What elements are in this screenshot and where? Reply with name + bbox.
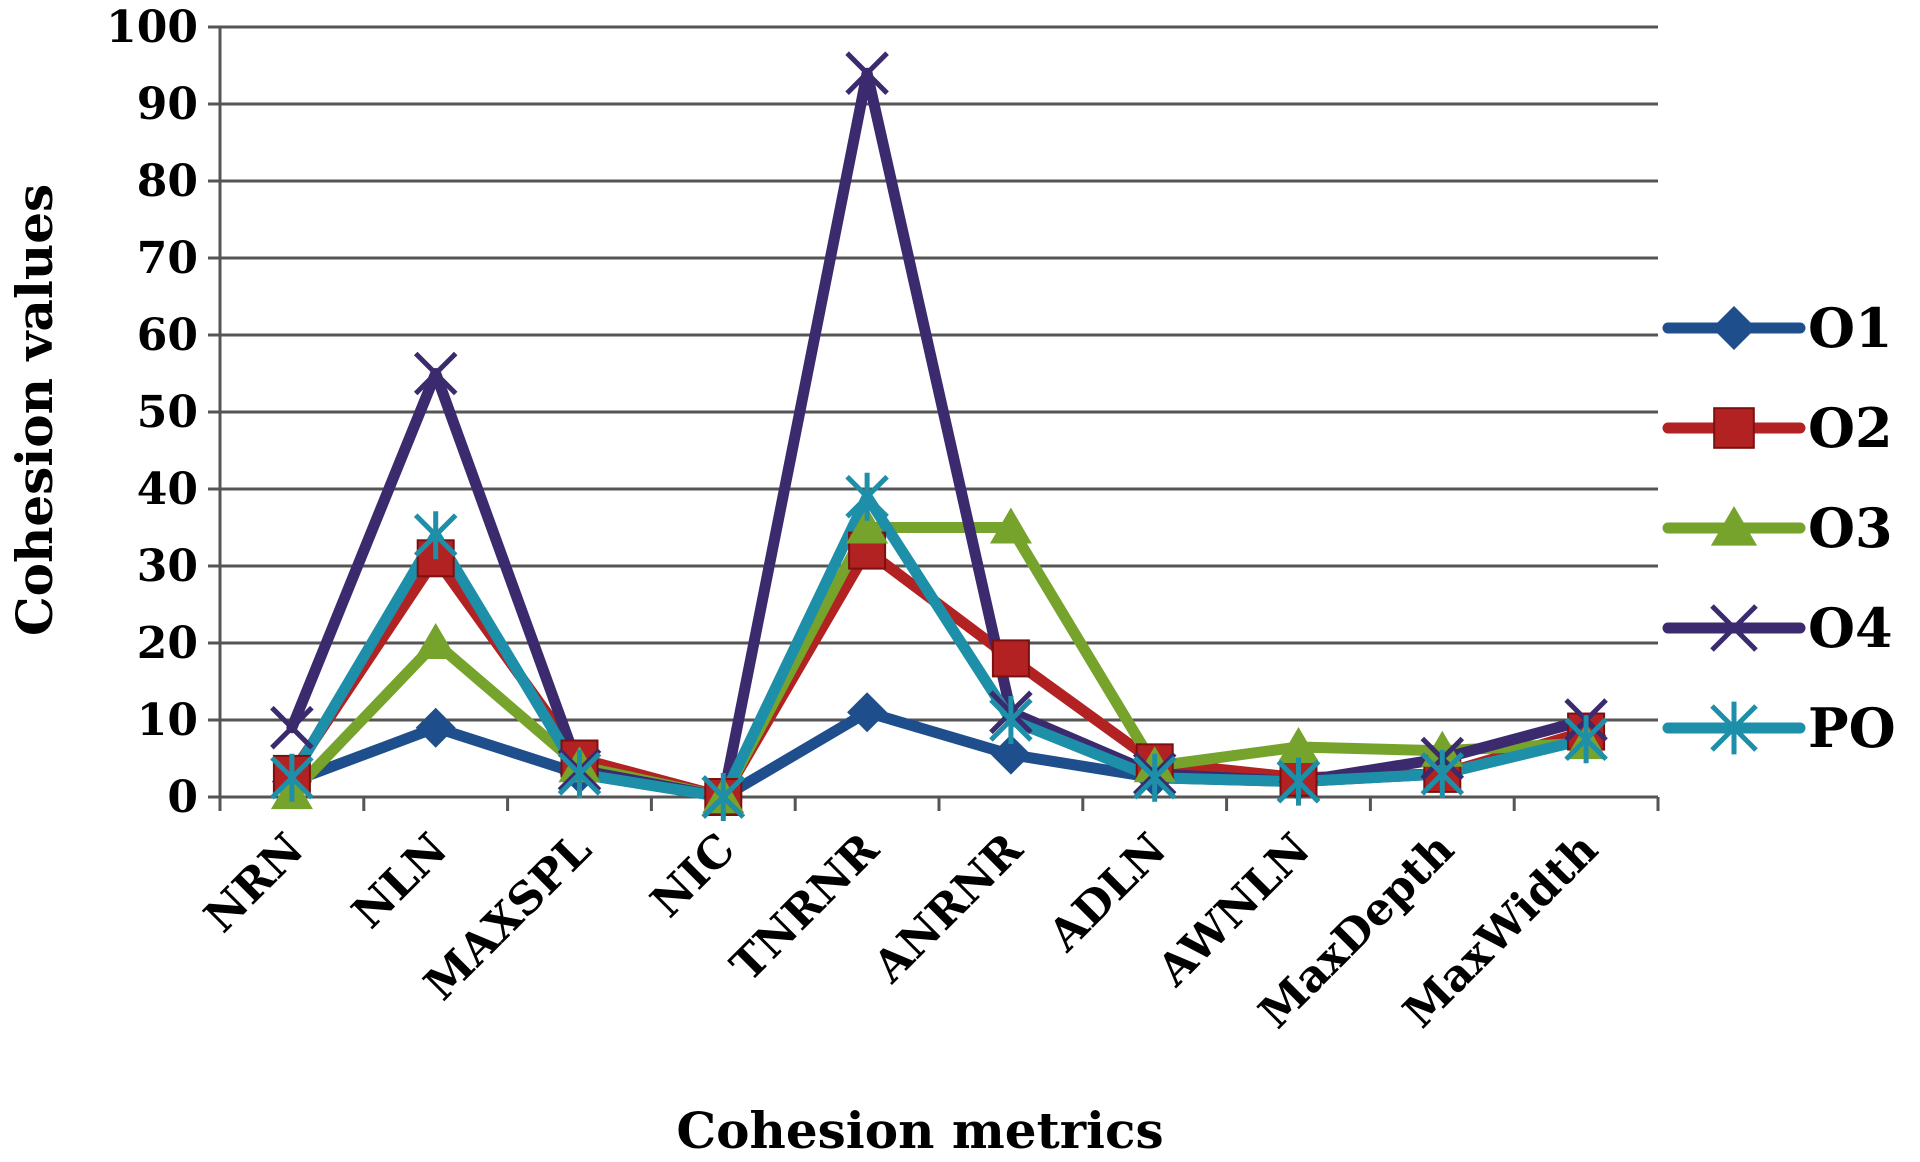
series-markers — [270, 51, 1608, 821]
marker-PO-NLN — [413, 511, 458, 560]
y-axis-title: Cohesion values — [5, 184, 64, 636]
x-tick-label-NRN: NRN — [195, 824, 314, 943]
legend-label-PO: PO — [1808, 696, 1896, 760]
y-tick-label-40: 40 — [137, 464, 198, 515]
marker-O4-NRN — [270, 705, 314, 750]
marker-O3-MaxDepth — [1421, 730, 1464, 767]
legend-item-O2: O2 — [1662, 396, 1893, 460]
marker-O4-TNRNR — [845, 51, 889, 95]
y-tick-label-0: 0 — [167, 772, 198, 823]
legend-label-O2: O2 — [1808, 396, 1893, 460]
marker-PO-ADLN — [1132, 753, 1177, 802]
y-tick-label-100: 100 — [106, 2, 198, 53]
marker-PO-AWNLN — [1276, 757, 1321, 806]
marker-O2-ANRNR — [991, 639, 1030, 678]
marker-O1-TNRNR — [847, 692, 888, 733]
y-tick-label-90: 90 — [137, 79, 198, 130]
marker-PO-MaxDepth — [1420, 749, 1465, 798]
marker-O1-NLN — [415, 707, 456, 748]
legend-label-O4: O4 — [1808, 596, 1893, 660]
marker-O3-NLN — [414, 623, 457, 659]
y-tick-label-70: 70 — [137, 233, 198, 284]
legend-item-PO: PO — [1662, 696, 1896, 760]
y-tick-label-80: 80 — [137, 156, 198, 207]
series-line-O3 — [286, 522, 1592, 803]
y-tick-label-10: 10 — [137, 695, 198, 746]
y-tick-label-30: 30 — [137, 541, 198, 592]
marker-PO-NRN — [270, 753, 314, 802]
legend-marker-O1 — [1712, 306, 1756, 350]
y-tick-label-20: 20 — [137, 618, 198, 669]
x-tick-label-NIC: NIC — [641, 824, 745, 928]
legend-item-O4: O4 — [1662, 596, 1893, 660]
marker-PO-TNRNR — [845, 472, 889, 521]
series-line-O4 — [286, 67, 1592, 803]
legend-marker-O4 — [1710, 604, 1758, 652]
marker-PO-ANRNR — [989, 696, 1033, 744]
legend-label-O3: O3 — [1808, 496, 1893, 560]
marker-O3-ANRNR — [989, 507, 1032, 544]
marker-PO-NIC — [701, 773, 746, 821]
legend-marker-O2 — [1713, 407, 1755, 449]
marker-O1-ANRNR — [990, 734, 1031, 775]
y-tick-label-50: 50 — [137, 387, 198, 438]
legend-marker-PO — [1710, 701, 1758, 755]
x-tick-label-NLN: NLN — [343, 824, 458, 939]
series-line-PO — [286, 491, 1592, 803]
legend-marker-O3 — [1710, 506, 1758, 546]
x-tick-label-ANRNR: ANRNR — [863, 823, 1033, 993]
marker-O3-TNRNR — [846, 507, 889, 544]
x-tick-label-TNRNR: TNRNR — [721, 823, 889, 991]
series-lines — [286, 67, 1592, 803]
x-axis-title: Cohesion metrics — [676, 1101, 1163, 1160]
series-line-O2 — [286, 545, 1592, 803]
legend-item-O1: O1 — [1662, 296, 1893, 360]
legend: O1 O2 O3 O4 PO — [1662, 296, 1896, 760]
y-tick-label-60: 60 — [137, 310, 198, 361]
x-tick-label-ADLN: ADLN — [1038, 824, 1176, 962]
marker-O3-AWNLN — [1277, 726, 1320, 763]
legend-item-O3: O3 — [1662, 496, 1893, 560]
legend-label-O1: O1 — [1808, 296, 1893, 360]
marker-PO-MAXSPL — [557, 749, 602, 798]
marker-O4-NLN — [413, 351, 458, 396]
marker-PO-MaxWidth — [1564, 715, 1608, 764]
